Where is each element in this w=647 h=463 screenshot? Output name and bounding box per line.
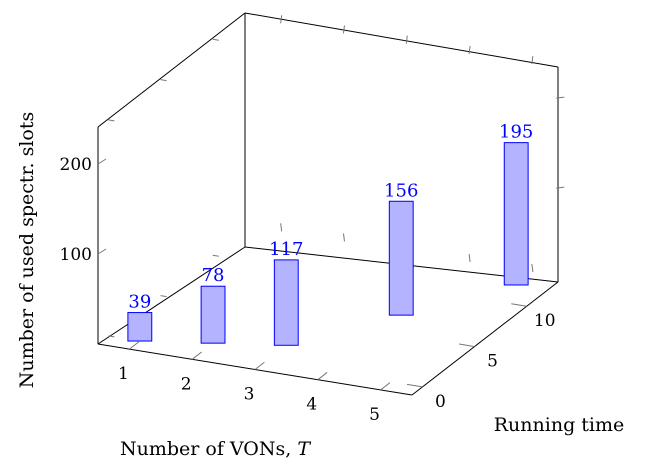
- y-tick-label: 10: [534, 311, 556, 331]
- x-back-tick-mark: [531, 264, 534, 273]
- y-back-tick-mark: [212, 254, 219, 257]
- x-tick-label: 1: [118, 364, 129, 384]
- y-tick-mark: [511, 303, 527, 307]
- z-tick-label: 200: [60, 155, 92, 175]
- bar-value-label: 117: [269, 239, 303, 260]
- y-back-tick-mark: [160, 295, 167, 298]
- y-tick-label: 0: [435, 392, 446, 412]
- bar: [127, 312, 153, 342]
- tick-labels: 1 2 3 4 5 0 5 10 100 200: [60, 155, 556, 425]
- x-tick-label: 3: [244, 385, 255, 405]
- axis-frame: [97, 12, 559, 396]
- z-back-tick-mark: [556, 186, 565, 189]
- x-tick-label: 5: [369, 405, 380, 425]
- x-back-tick-mark: [342, 233, 345, 242]
- x-top-tick-mark: [280, 15, 283, 24]
- x-top-tick-mark: [531, 56, 534, 65]
- bar-value-label: 39: [128, 292, 151, 313]
- x-tick-mark: [129, 341, 140, 350]
- x-tick-label: 4: [306, 395, 317, 415]
- x-tick-label: 2: [181, 374, 192, 394]
- tick-marks: [97, 15, 565, 391]
- z-tick-label: 100: [60, 245, 92, 265]
- bar: [200, 285, 226, 344]
- bar-value-label: 156: [384, 180, 418, 201]
- x-tick-mark: [380, 382, 391, 391]
- bars: 39 78 117 156 195: [127, 122, 533, 346]
- bar: [273, 259, 299, 346]
- x-tick-mark: [191, 351, 202, 360]
- z-tick-mark: [97, 158, 107, 165]
- y-tick-label: 5: [487, 352, 498, 372]
- x-top-tick-mark: [468, 45, 471, 54]
- x-back-tick-mark: [280, 223, 283, 232]
- z-axis-label: Number of used spectr. slots: [16, 112, 38, 389]
- y-top-tick-mark: [160, 79, 167, 82]
- x-top-tick-mark: [405, 35, 408, 44]
- x-tick-mark: [317, 372, 328, 381]
- bar-value-label: 78: [202, 265, 225, 286]
- x-top-tick-mark: [342, 25, 345, 34]
- bar: [388, 200, 414, 316]
- x-axis-label: Number of VONs, T: [120, 438, 311, 460]
- y-top-tick-mark: [108, 119, 115, 122]
- y-tick-mark: [406, 383, 423, 388]
- bar-value-label: 195: [499, 122, 533, 143]
- bar: [503, 142, 529, 286]
- z-tick-mark: [97, 248, 107, 255]
- y-tick-mark: [459, 343, 475, 348]
- x-back-tick-mark: [468, 253, 471, 262]
- y-top-tick-mark: [212, 38, 219, 41]
- x-tick-mark: [254, 361, 265, 370]
- y-axis-label: Running time: [494, 414, 625, 436]
- y-back-tick-mark: [108, 335, 115, 338]
- z-back-tick-mark: [556, 96, 565, 99]
